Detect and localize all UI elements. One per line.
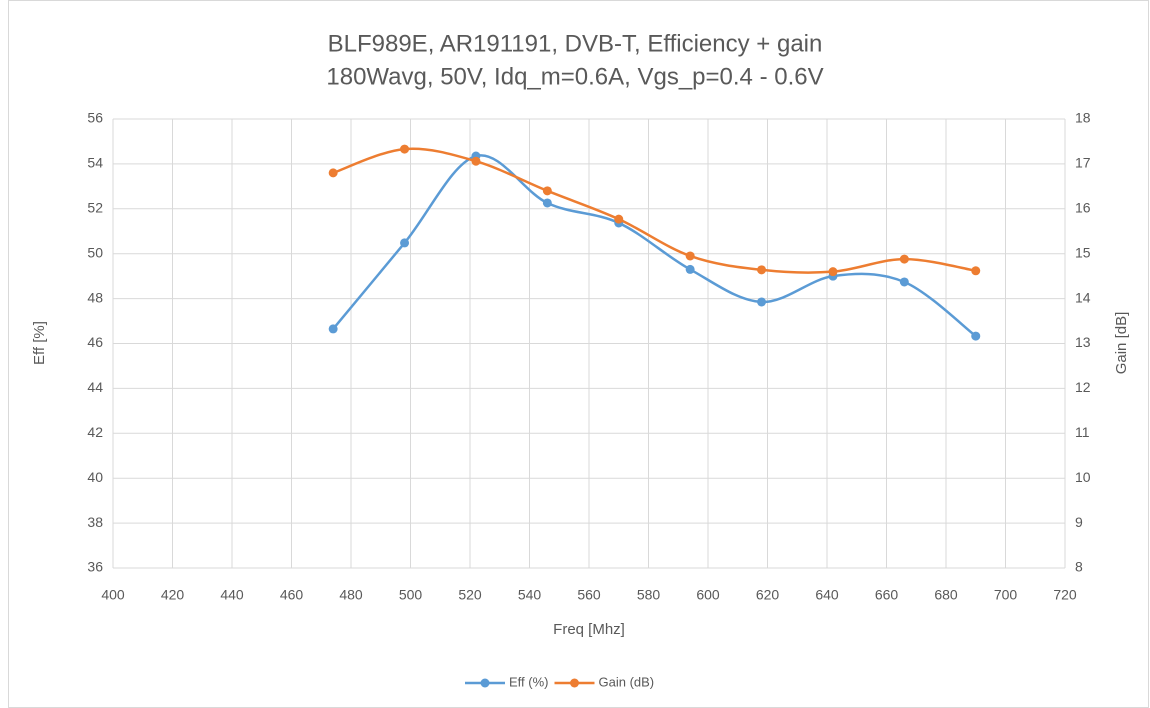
y2-tick-label: 9 — [1075, 514, 1083, 530]
data-point — [971, 266, 981, 276]
x-tick-label: 640 — [815, 587, 839, 603]
chart-border — [8, 0, 1149, 708]
legend-marker — [480, 678, 490, 688]
data-point — [757, 265, 767, 275]
y-tick-label: 56 — [87, 110, 103, 126]
legend-label: Gain (dB) — [599, 674, 655, 689]
x-tick-label: 460 — [280, 587, 304, 603]
y-tick-label: 40 — [87, 469, 103, 485]
y-tick-label: 46 — [87, 334, 103, 350]
y-tick-label: 54 — [87, 155, 103, 171]
data-point — [685, 251, 695, 261]
data-point — [685, 264, 695, 274]
x-tick-label: 560 — [577, 587, 601, 603]
chart-subtitle: 180Wavg, 50V, Idq_m=0.6A, Vgs_p=0.4 - 0.… — [326, 63, 823, 90]
data-point — [971, 331, 981, 341]
y2-tick-label: 12 — [1075, 379, 1091, 395]
data-point — [614, 214, 624, 224]
series-line — [332, 154, 977, 338]
y2-tick-label: 17 — [1075, 155, 1091, 171]
data-point — [899, 277, 909, 287]
y-tick-label: 50 — [87, 244, 103, 260]
y-tick-label: 48 — [87, 289, 103, 305]
y-tick-label: 42 — [87, 424, 103, 440]
y2-tick-label: 15 — [1075, 244, 1091, 260]
data-point — [328, 324, 338, 334]
data-point — [828, 267, 838, 277]
x-tick-label: 520 — [458, 587, 482, 603]
data-point — [400, 144, 410, 154]
x-tick-label: 420 — [161, 587, 185, 603]
y2-axis-label: Gain [dB] — [1113, 312, 1130, 375]
data-point — [899, 254, 909, 264]
y2-tick-label: 10 — [1075, 469, 1091, 485]
x-tick-label: 700 — [994, 587, 1018, 603]
x-tick-label: 400 — [101, 587, 125, 603]
x-tick-label: 620 — [756, 587, 780, 603]
data-point — [400, 238, 410, 248]
x-tick-label: 500 — [399, 587, 423, 603]
data-point — [328, 168, 338, 178]
x-tick-label: 580 — [637, 587, 661, 603]
x-tick-label: 720 — [1053, 587, 1077, 603]
legend-label: Eff (%) — [509, 674, 549, 689]
y-tick-label: 36 — [87, 559, 103, 575]
x-tick-label: 600 — [696, 587, 720, 603]
x-tick-label: 680 — [934, 587, 958, 603]
x-axis-label: Freq [Mhz] — [553, 621, 625, 638]
data-point — [757, 297, 767, 307]
data-point — [542, 198, 552, 208]
legend-marker — [570, 678, 579, 688]
series-line — [332, 147, 976, 274]
y2-tick-label: 11 — [1075, 424, 1090, 440]
data-point — [471, 156, 481, 166]
chart-title: BLF989E, AR191191, DVB-T, Efficiency + g… — [328, 30, 823, 57]
y-tick-label: 44 — [87, 379, 103, 395]
data-point — [542, 186, 552, 196]
x-tick-label: 480 — [339, 587, 363, 603]
y2-tick-label: 13 — [1075, 334, 1091, 350]
y-tick-label: 38 — [87, 514, 103, 530]
x-tick-label: 540 — [518, 587, 542, 603]
y2-tick-label: 16 — [1075, 200, 1091, 216]
x-tick-label: 440 — [220, 587, 244, 603]
y2-tick-label: 18 — [1075, 110, 1091, 126]
y-tick-label: 52 — [87, 200, 103, 216]
x-tick-label: 660 — [875, 587, 899, 603]
y2-tick-label: 8 — [1075, 559, 1083, 575]
y2-tick-label: 14 — [1075, 289, 1091, 305]
y-axis-label: Eff [%] — [31, 321, 48, 365]
